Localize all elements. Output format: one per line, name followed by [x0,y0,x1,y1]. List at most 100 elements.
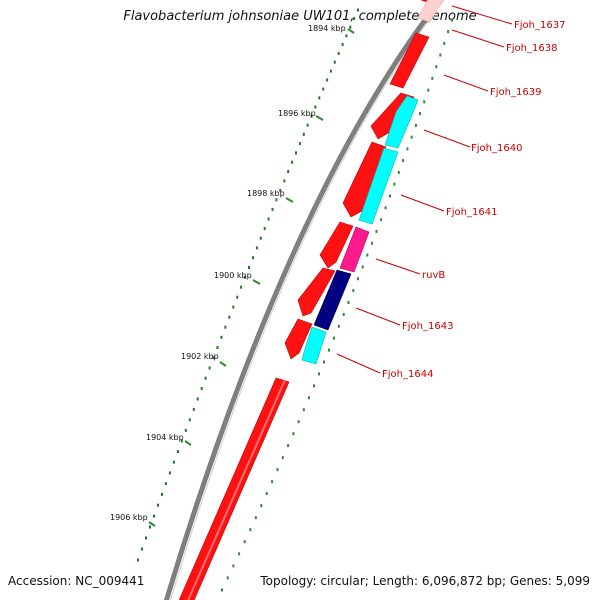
guide-dot [297,420,300,424]
scale-dot [248,266,250,269]
label-fjoh-1637[interactable]: Fjoh_1637 [514,20,565,31]
label-fjoh-1644[interactable]: Fjoh_1644 [382,369,433,380]
scale-dot [291,160,294,164]
scale-dot [283,179,286,183]
guide-dot [393,182,396,186]
guide-dot [402,159,405,163]
gene-fjoh-1643[interactable] [313,269,352,331]
guide-dot [249,528,252,532]
scale-dot [263,227,266,231]
guide-dot [439,53,442,57]
label-fjoh-1639[interactable]: Fjoh_1639 [490,87,541,98]
scale-label-1894: 1894 kbp [308,24,346,33]
scale-dot [295,151,297,155]
gene-fjoh-1641-reverse[interactable] [384,95,419,149]
scale-dot [180,439,183,443]
guide-dot [260,504,263,508]
scale-label-1906: 1906 kbp [110,513,148,522]
gene-fjoh-1638[interactable] [389,32,430,89]
guide-dot [352,289,355,293]
guide-dot [265,492,268,496]
scale-dot [287,170,290,173]
gene-ruvb-forward[interactable] [297,267,336,317]
guide-dot [281,456,284,460]
scale-dot [337,51,340,55]
label-fjoh-1638[interactable]: Fjoh_1638 [506,43,557,54]
gene-fjoh-1641[interactable] [319,221,354,269]
scale-dot [137,558,139,562]
scale-label-1904: 1904 kbp [146,433,184,442]
guide-dot [292,432,295,436]
scale-dot [204,376,207,380]
gene-fjoh-1643-forward[interactable] [284,318,313,360]
scale-dot [341,43,344,47]
scale-dot [322,87,325,91]
guide-dot [361,265,364,269]
guide-dot [318,372,320,376]
label-fjoh-1641[interactable]: Fjoh_1641 [446,207,497,218]
scale-dot [318,96,321,100]
guide-dot [406,147,409,151]
guide-dot [276,468,279,472]
guide-dot [375,229,378,233]
guide-dot [384,206,387,210]
guide-dot [427,88,430,92]
guide-dot [389,194,391,198]
map-title: Flavobacterium johnsoniae UW101, complet… [123,9,477,24]
scale-dot [196,397,199,401]
scale-dot [298,142,301,146]
scale-label-1896: 1896 kbp [278,109,316,118]
guide-dot [371,241,373,245]
scale-label-1902: 1902 kbp [181,352,219,361]
scale-dot [172,460,175,464]
guide-dot [221,588,223,592]
scale-tick-1896: 1896 kbp [278,109,324,121]
guide-dot [451,18,453,22]
gene-ruvb[interactable] [339,226,370,273]
scale-dotted-arc [137,8,359,562]
label-ruvb[interactable]: ruvB [422,270,445,281]
scale-tick-1904: 1904 kbp [146,433,192,446]
guide-dot [232,564,235,568]
guide-dot [357,277,359,281]
guide-dot [332,336,335,340]
scale-dot [176,450,179,453]
guide-dot [366,253,369,257]
label-fjoh-1640[interactable]: Fjoh_1640 [471,143,522,154]
scale-dot [302,132,305,136]
scale-dot [208,366,211,370]
gene-long-forward-highlight [187,379,286,600]
guide-dot [435,65,438,69]
scale-dot [310,114,313,118]
gene-fjoh-1640[interactable] [342,141,387,218]
scale-dot [306,123,309,127]
guide-dot [328,348,330,352]
scale-dot [212,356,215,360]
guide-dot [397,170,400,174]
scale-dot [275,198,278,202]
topology-info-text: Topology: circular; Length: 6,096,872 bp… [260,574,590,588]
gene-fjoh-1644[interactable] [301,326,327,365]
guide-dot [447,30,450,34]
guide-dot [226,576,229,580]
gene-fjoh-1640-reverse[interactable] [358,147,399,225]
scale-dot [164,482,167,486]
guide-dot [313,384,315,388]
scale-dot [236,295,239,299]
scale-dot [200,387,203,391]
guide-dot [323,360,325,364]
guide-dot [342,312,345,316]
gene-pale-1638[interactable] [417,0,446,23]
scale-dot [153,514,155,518]
guide-dot [307,396,310,400]
scale-dot [157,503,159,507]
scale-tick-1900: 1900 kbp [214,271,261,285]
label-fjoh-1643[interactable]: Fjoh_1643 [402,321,453,332]
scale-dot [244,275,247,279]
scale-dot [228,315,231,319]
accession-text: Accession: NC_009441 [8,574,145,588]
guide-dot [238,552,241,556]
scale-dot [224,325,227,329]
